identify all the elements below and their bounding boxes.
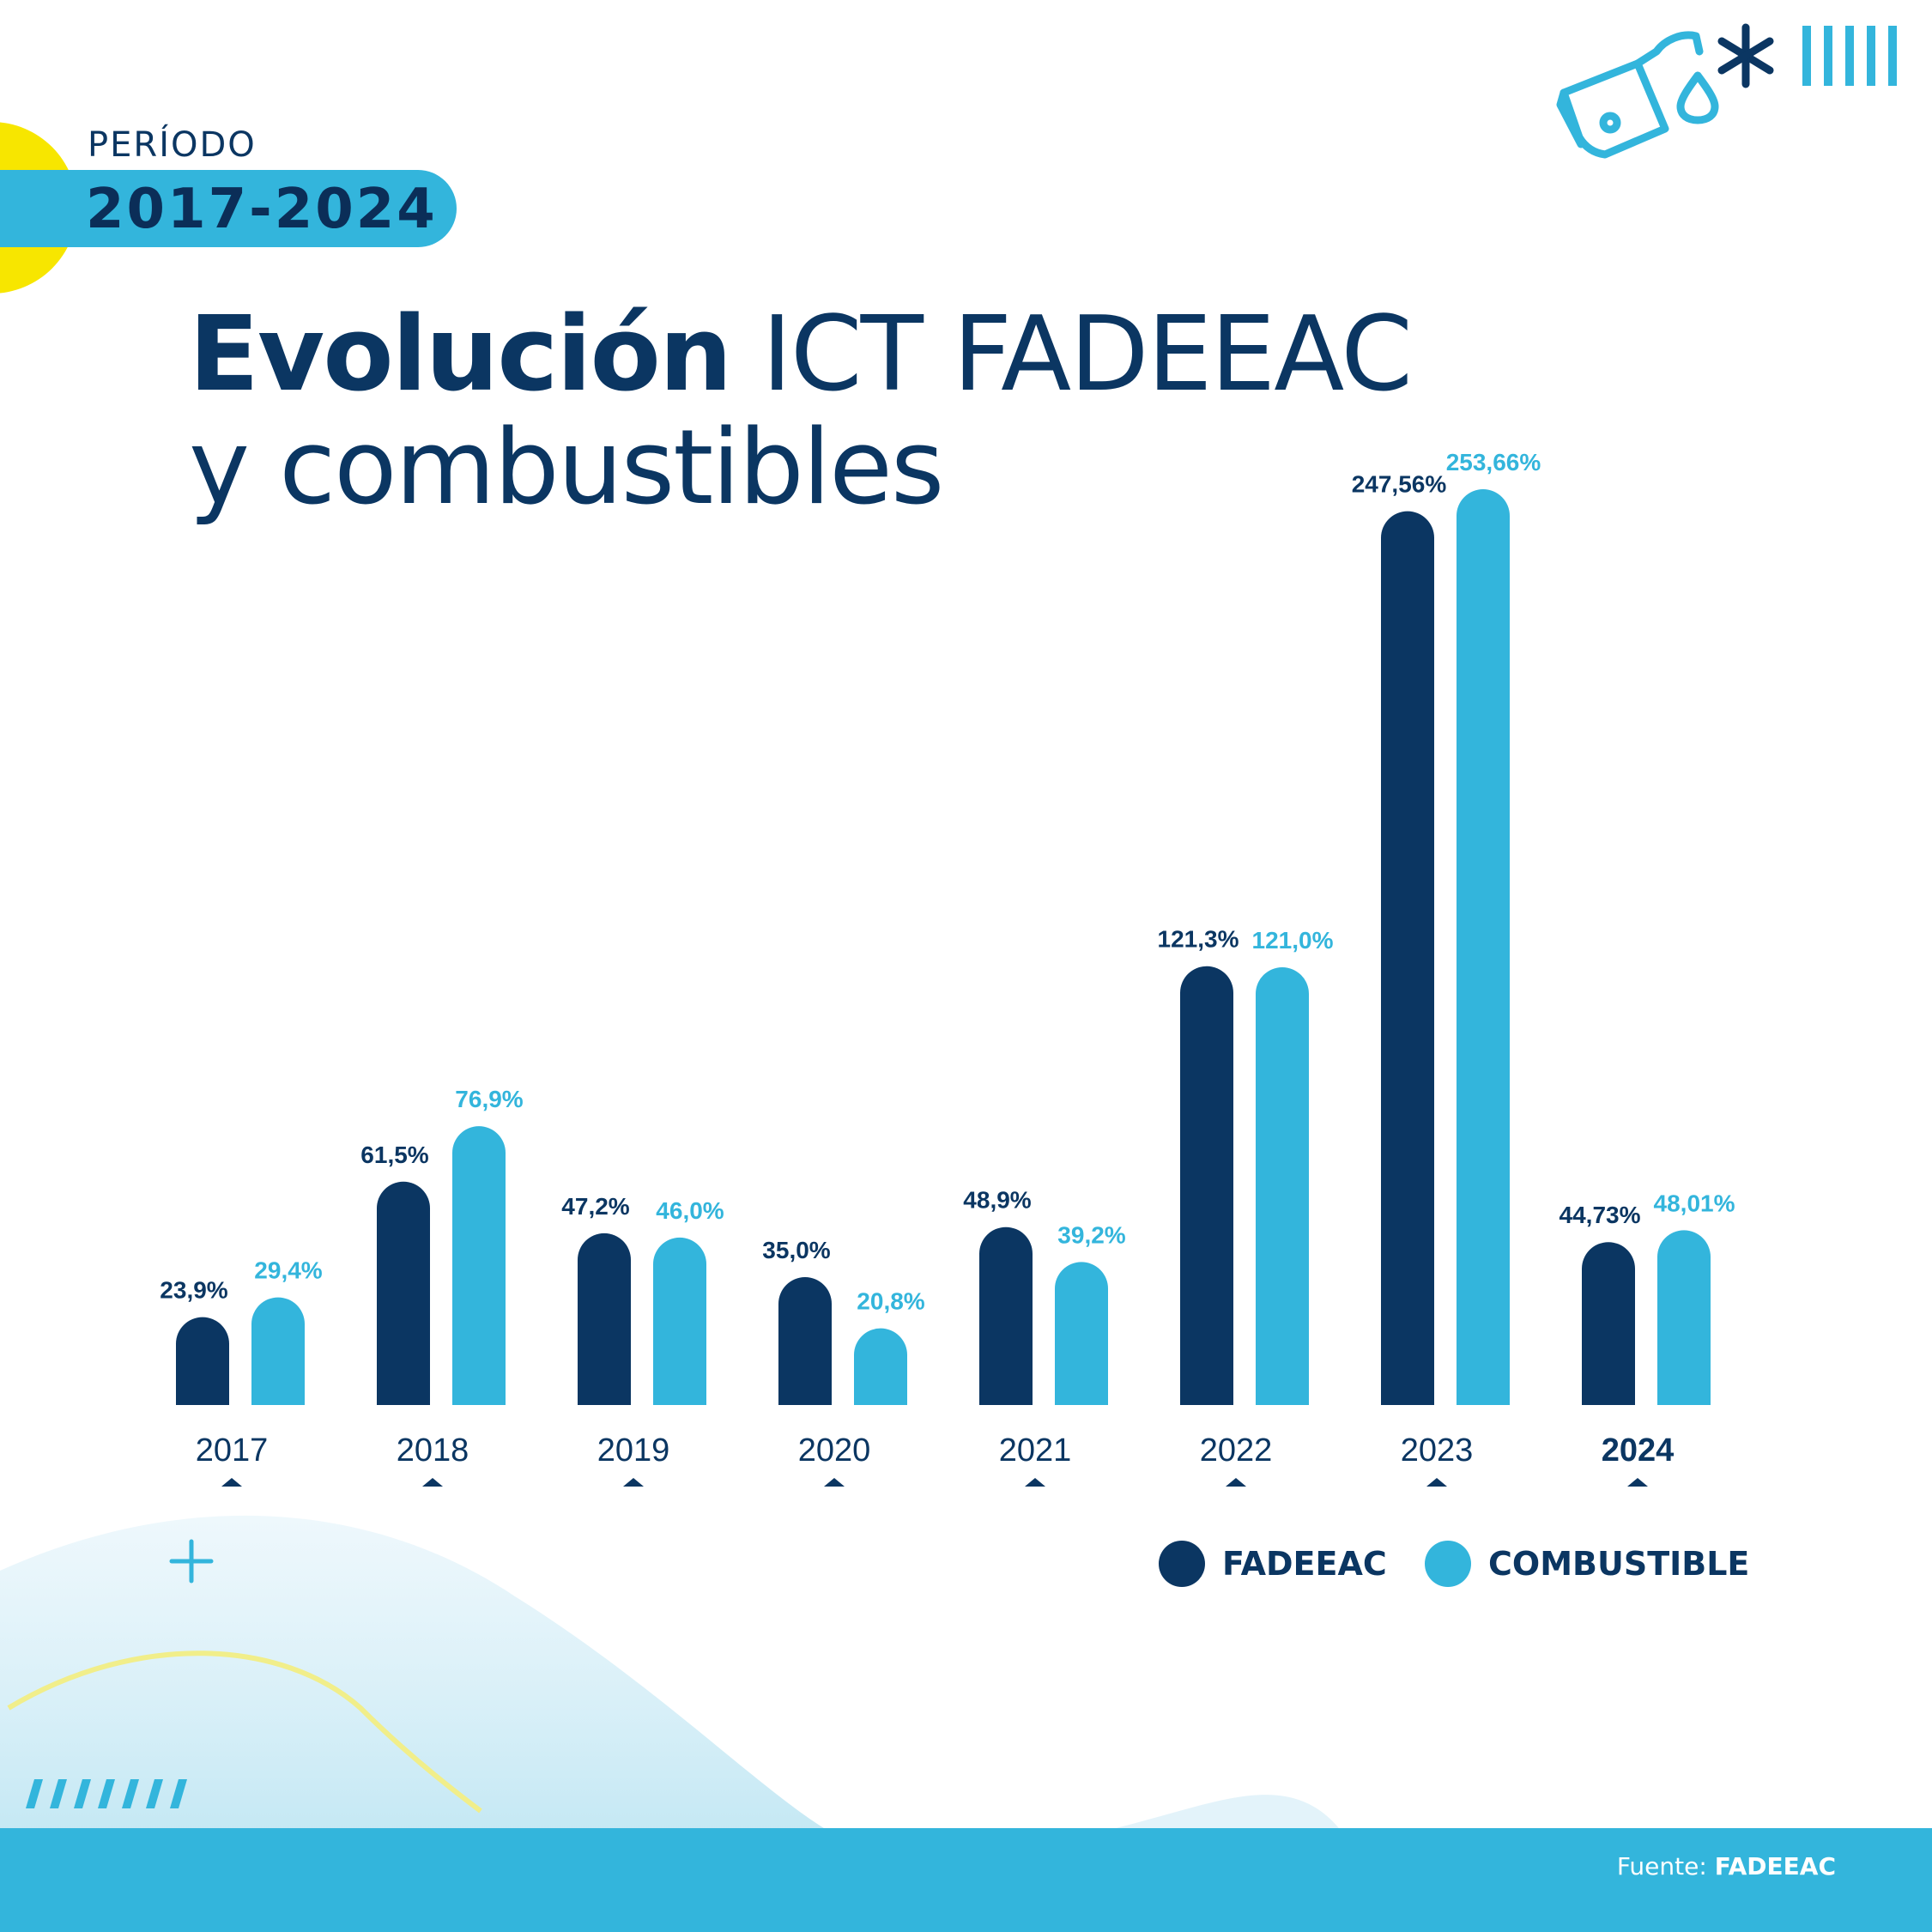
data-label-fadeeac-2024: 44,73% xyxy=(1560,1202,1641,1228)
bar-combustible-2024 xyxy=(1657,1230,1711,1405)
legend-swatch-fadeeac xyxy=(1159,1541,1205,1587)
bar-fadeeac-2019 xyxy=(578,1232,631,1405)
source-name: FADEEAC xyxy=(1714,1852,1836,1881)
bar-base-fadeeac-2023 xyxy=(1381,1377,1434,1405)
bar-base-fadeeac-2021 xyxy=(979,1377,1033,1405)
x-tick-marker-2017 xyxy=(221,1478,242,1487)
data-label-combustible-2017: 29,4% xyxy=(254,1257,322,1284)
bar-combustible-2021 xyxy=(1055,1262,1108,1405)
light-wave-shape-right xyxy=(1116,1795,1339,1828)
bar-base-combustible-2024 xyxy=(1657,1377,1711,1405)
bar-combustible-2023 xyxy=(1457,489,1510,1405)
bar-fadeeac-2021 xyxy=(979,1226,1033,1405)
legend-swatch-combustible xyxy=(1425,1541,1471,1587)
bar-base-fadeeac-2018 xyxy=(377,1377,430,1405)
bar-base-combustible-2018 xyxy=(452,1377,506,1405)
source-note: Fuente: FADEEAC xyxy=(1617,1852,1836,1881)
title-line2: y combustibles xyxy=(189,409,944,528)
bar-base-combustible-2022 xyxy=(1256,1377,1309,1405)
x-tick-marker-2024 xyxy=(1627,1478,1648,1487)
data-label-combustible-2021: 39,2% xyxy=(1057,1221,1125,1248)
bar-base-combustible-2023 xyxy=(1457,1377,1510,1405)
data-label-combustible-2018: 76,9% xyxy=(455,1086,523,1112)
data-label-fadeeac-2019: 47,2% xyxy=(561,1193,629,1220)
x-tick-label-2021: 2021 xyxy=(999,1432,1072,1469)
slashes-icon xyxy=(26,1779,187,1808)
plus-icon xyxy=(169,1539,214,1584)
period-value: 2017-2024 xyxy=(86,178,438,241)
x-tick-marker-2019 xyxy=(623,1478,644,1487)
asterisk-icon xyxy=(1717,23,1774,88)
bar-base-fadeeac-2022 xyxy=(1180,1377,1233,1405)
light-wave-shape xyxy=(0,1515,824,1828)
data-label-combustible-2022: 121,0% xyxy=(1252,927,1334,954)
data-label-fadeeac-2023: 247,56% xyxy=(1352,471,1447,498)
legend-item-fadeeac: FADEEAC xyxy=(1159,1538,1387,1590)
bar-base-combustible-2020 xyxy=(854,1377,907,1405)
legend-label-fadeeac: FADEEAC xyxy=(1222,1545,1387,1583)
x-tick-label-2023: 2023 xyxy=(1401,1432,1474,1469)
yellow-arc-line xyxy=(7,1650,482,1814)
footer-bar xyxy=(0,1828,1932,1932)
x-tick-marker-2018 xyxy=(422,1478,443,1487)
bar-combustible-2019 xyxy=(653,1237,706,1405)
bar-fadeeac-2024 xyxy=(1582,1242,1635,1405)
data-label-fadeeac-2022: 121,3% xyxy=(1158,926,1239,953)
x-tick-label-2017: 2017 xyxy=(196,1432,269,1469)
stripes-icon xyxy=(1802,26,1897,86)
x-tick-label-2022: 2022 xyxy=(1200,1432,1273,1469)
bar-combustible-2018 xyxy=(452,1126,506,1405)
bar-fadeeac-2018 xyxy=(377,1181,430,1405)
title-rest: ICT FADEEAC xyxy=(730,295,1413,415)
bar-base-combustible-2019 xyxy=(653,1377,706,1405)
source-prefix: Fuente: xyxy=(1616,1852,1707,1881)
x-tick-label-2019: 2019 xyxy=(597,1432,670,1469)
fuel-nozzle-icon xyxy=(1556,31,1719,159)
bar-base-fadeeac-2020 xyxy=(778,1377,832,1405)
period-label: PERÍODO xyxy=(88,125,257,165)
x-tick-label-2020: 2020 xyxy=(798,1432,871,1469)
bar-combustible-2022 xyxy=(1256,966,1309,1405)
bar-base-fadeeac-2024 xyxy=(1582,1377,1635,1405)
legend-label-combustible: COMBUSTIBLE xyxy=(1488,1545,1750,1583)
period-pill xyxy=(0,170,457,247)
bar-base-fadeeac-2019 xyxy=(578,1377,631,1405)
bar-base-fadeeac-2017 xyxy=(176,1377,229,1405)
bar-fadeeac-2023 xyxy=(1381,511,1434,1405)
x-tick-label-2024: 2024 xyxy=(1602,1432,1675,1469)
x-tick-label-2018: 2018 xyxy=(397,1432,469,1469)
data-label-combustible-2019: 46,0% xyxy=(656,1197,724,1224)
bar-base-combustible-2021 xyxy=(1055,1377,1108,1405)
data-label-fadeeac-2018: 61,5% xyxy=(360,1142,428,1168)
bar-base-combustible-2017 xyxy=(251,1377,305,1405)
x-tick-marker-2023 xyxy=(1426,1478,1447,1487)
legend-item-combustible: COMBUSTIBLE xyxy=(1425,1538,1749,1590)
title-bold: Evolución xyxy=(189,295,732,415)
x-tick-marker-2021 xyxy=(1025,1478,1045,1487)
x-tick-marker-2020 xyxy=(824,1478,845,1487)
bars-layer: 23,9% 29,4% 2017 61,5% 76,9% 2018 47,2% 46,0% 20… xyxy=(160,449,1735,1487)
bar-fadeeac-2020 xyxy=(778,1277,832,1405)
bar-fadeeac-2022 xyxy=(1180,966,1233,1405)
data-label-combustible-2024: 48,01% xyxy=(1654,1190,1735,1216)
data-label-fadeeac-2017: 23,9% xyxy=(160,1277,227,1304)
page-title: Evolución ICT FADEEAC y combustibles xyxy=(189,299,1413,528)
data-label-fadeeac-2020: 35,0% xyxy=(762,1237,830,1263)
data-label-fadeeac-2021: 48,9% xyxy=(963,1187,1031,1214)
x-tick-marker-2022 xyxy=(1226,1478,1246,1487)
data-label-combustible-2023: 253,66% xyxy=(1446,449,1541,475)
data-label-combustible-2020: 20,8% xyxy=(857,1288,924,1315)
